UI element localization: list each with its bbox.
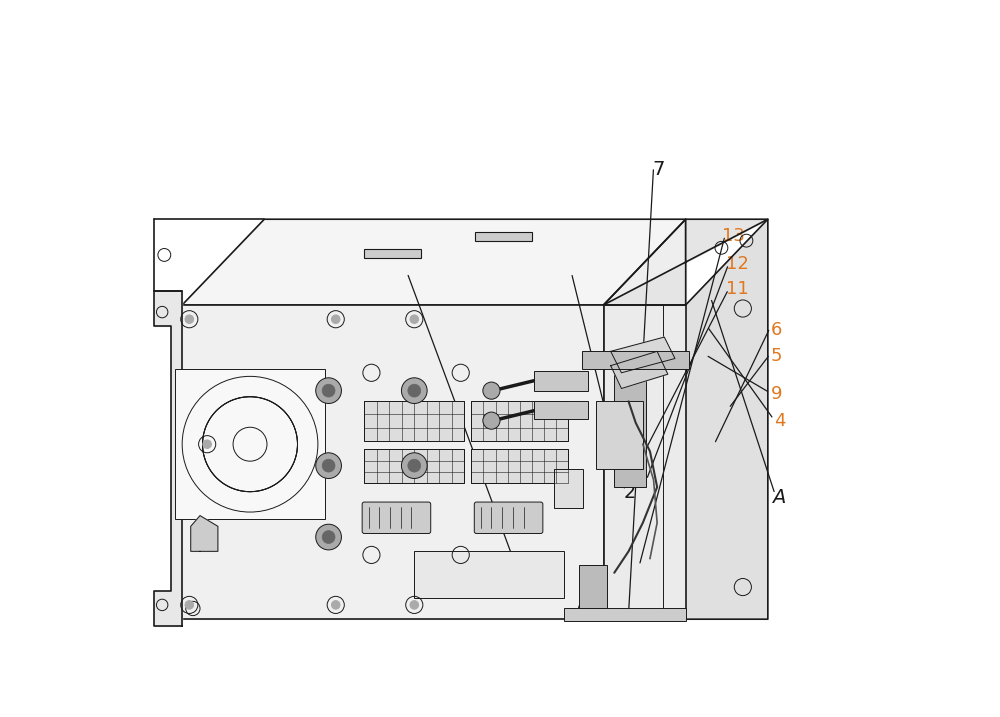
Circle shape	[483, 412, 500, 429]
Circle shape	[410, 315, 419, 323]
Circle shape	[322, 459, 335, 472]
Circle shape	[331, 315, 340, 323]
Circle shape	[203, 440, 211, 449]
Polygon shape	[182, 305, 604, 619]
Bar	[579, 565, 607, 608]
Polygon shape	[604, 219, 686, 619]
Circle shape	[410, 601, 419, 609]
Bar	[364, 402, 464, 441]
Circle shape	[322, 384, 335, 397]
Circle shape	[331, 601, 340, 609]
Polygon shape	[611, 351, 668, 389]
Text: 2: 2	[624, 483, 636, 503]
Bar	[471, 450, 568, 483]
Circle shape	[408, 459, 421, 472]
Bar	[596, 402, 643, 469]
FancyBboxPatch shape	[362, 502, 431, 533]
Bar	[534, 402, 588, 419]
Text: A: A	[772, 488, 785, 507]
Polygon shape	[686, 219, 768, 619]
Bar	[364, 250, 421, 258]
Text: 1: 1	[522, 583, 535, 602]
Circle shape	[401, 378, 427, 404]
Polygon shape	[182, 219, 686, 305]
Bar	[554, 469, 583, 508]
Polygon shape	[154, 290, 182, 627]
Text: 13: 13	[722, 227, 745, 244]
Bar	[414, 551, 564, 598]
Text: 4: 4	[774, 412, 786, 430]
Polygon shape	[191, 516, 218, 551]
Text: 6: 6	[771, 321, 782, 339]
Circle shape	[316, 378, 341, 404]
Bar	[534, 371, 588, 391]
Polygon shape	[604, 219, 768, 305]
Circle shape	[408, 384, 421, 397]
Circle shape	[185, 601, 194, 609]
FancyBboxPatch shape	[474, 502, 543, 533]
Polygon shape	[611, 337, 675, 373]
Bar	[175, 369, 325, 519]
Text: 7: 7	[652, 160, 665, 179]
Bar	[475, 232, 532, 241]
Polygon shape	[604, 305, 686, 619]
Circle shape	[185, 315, 194, 323]
Circle shape	[316, 452, 341, 478]
Bar	[364, 450, 464, 483]
Bar	[614, 355, 646, 487]
Circle shape	[483, 382, 500, 399]
Circle shape	[316, 524, 341, 550]
Text: 5: 5	[771, 347, 782, 366]
Bar	[471, 402, 568, 441]
Bar	[564, 608, 686, 621]
Text: 12: 12	[726, 255, 749, 273]
Circle shape	[322, 531, 335, 543]
Text: 9: 9	[771, 385, 782, 403]
Bar	[582, 351, 689, 369]
Circle shape	[401, 452, 427, 478]
Text: 11: 11	[726, 280, 748, 298]
